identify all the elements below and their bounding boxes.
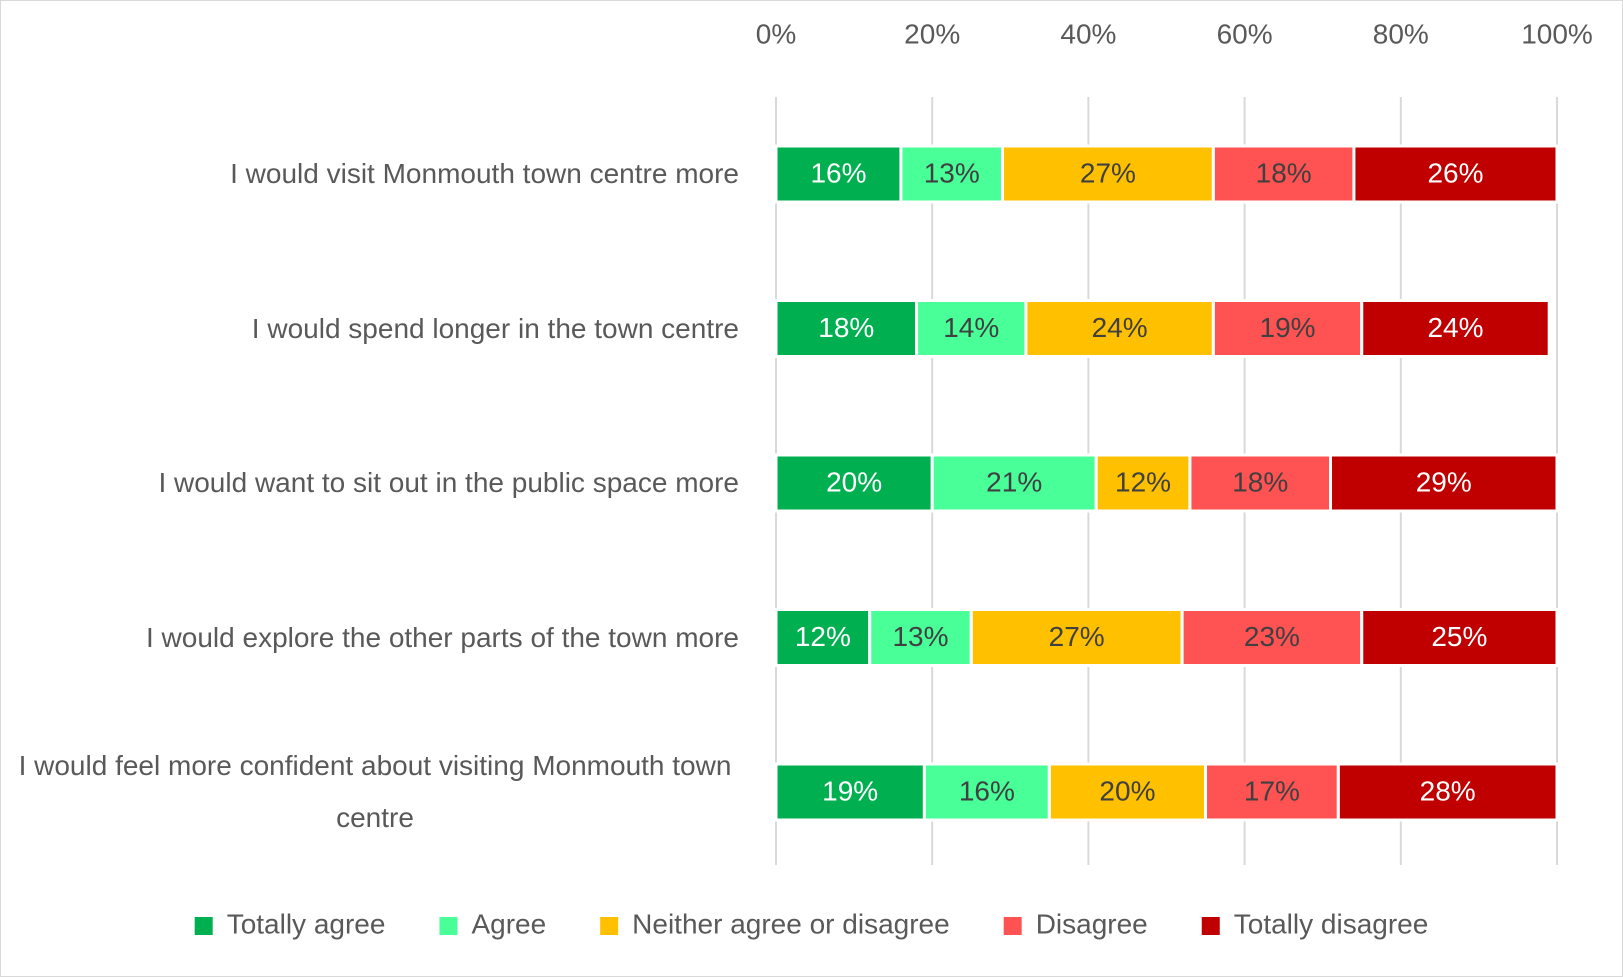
bar-segment <box>1211 299 1364 358</box>
data-label: 18% <box>1232 466 1288 497</box>
y-tick-text: I would visit Monmouth town centre more <box>230 158 739 189</box>
bar-segment <box>1188 453 1333 513</box>
data-label: 18% <box>818 312 874 343</box>
data-label: 12% <box>795 621 851 652</box>
bar-segment <box>1204 762 1340 822</box>
data-label: 20% <box>1099 775 1155 806</box>
bar-segment <box>774 453 934 513</box>
data-label: 16% <box>959 775 1015 806</box>
legend-swatch <box>1003 917 1022 935</box>
bar-segment <box>1329 453 1559 513</box>
data-label: 17% <box>1244 775 1300 806</box>
data-label: 23% <box>1244 621 1300 652</box>
data-label: 25% <box>1431 621 1487 652</box>
legend-label: Disagree <box>1036 908 1148 939</box>
bar-segment <box>969 608 1184 667</box>
data-label: 19% <box>1260 312 1316 343</box>
data-label: 28% <box>1420 775 1476 806</box>
data-label: 13% <box>892 621 948 652</box>
y-tick-text: I would explore the other parts of the t… <box>146 621 739 653</box>
bar-segment <box>1336 762 1559 822</box>
data-label: 27% <box>1080 157 1136 188</box>
y-tick-label: I would spend longer in the town centre <box>11 274 739 384</box>
data-label: 13% <box>924 157 980 188</box>
bar-segment <box>915 299 1028 358</box>
bar-segment <box>930 453 1098 513</box>
data-label: 12% <box>1115 466 1171 497</box>
data-label: 18% <box>1256 157 1312 188</box>
legend-swatch <box>439 917 458 935</box>
data-label: 24% <box>1427 312 1483 343</box>
legend-swatch <box>194 917 213 935</box>
x-tick-label: 40% <box>1060 18 1116 49</box>
data-label: 19% <box>822 775 878 806</box>
data-label: 21% <box>986 466 1042 497</box>
bar-segment <box>1024 299 1215 358</box>
data-label: 24% <box>1092 312 1148 343</box>
legend-label: Agree <box>471 908 546 939</box>
y-tick-text: I would feel more confident about visiti… <box>18 750 732 833</box>
y-tick-label: I would visit Monmouth town centre more <box>11 119 739 229</box>
data-label: 16% <box>810 157 866 188</box>
legend-swatch <box>1201 917 1220 935</box>
bar-segment <box>1180 608 1364 667</box>
legend-label: Totally agree <box>227 908 386 939</box>
y-tick-text: I would spend longer in the town centre <box>251 312 739 344</box>
bar-segment <box>1360 299 1551 358</box>
data-label: 14% <box>943 312 999 343</box>
bar-segment <box>1352 144 1559 204</box>
bar-segment <box>868 608 973 667</box>
bar-segment <box>774 144 903 204</box>
data-label: 27% <box>1049 621 1105 652</box>
data-label: 29% <box>1416 466 1472 497</box>
bar-segment <box>922 762 1051 822</box>
x-tick-label: 60% <box>1217 18 1273 49</box>
x-tick-label: 100% <box>1521 18 1593 49</box>
y-tick-label: I would explore the other parts of the t… <box>11 583 739 693</box>
bar-segment <box>1360 608 1559 667</box>
y-tick-label: I would want to sit out in the public sp… <box>11 428 739 538</box>
data-label: 20% <box>826 466 882 497</box>
bar-segment <box>1047 762 1208 822</box>
legend-label: Neither agree or disagree <box>632 908 950 939</box>
x-tick-label: 20% <box>904 18 960 49</box>
y-tick-text: I would want to sit out in the public sp… <box>158 467 739 498</box>
bar-segment <box>1094 453 1192 513</box>
x-tick-label: 0% <box>756 18 796 49</box>
legend-swatch <box>600 917 619 935</box>
legend-label: Totally disagree <box>1234 908 1429 939</box>
data-label: 26% <box>1427 157 1483 188</box>
y-tick-label: I would feel more confident about visiti… <box>11 737 739 847</box>
x-tick-label: 80% <box>1373 18 1429 49</box>
